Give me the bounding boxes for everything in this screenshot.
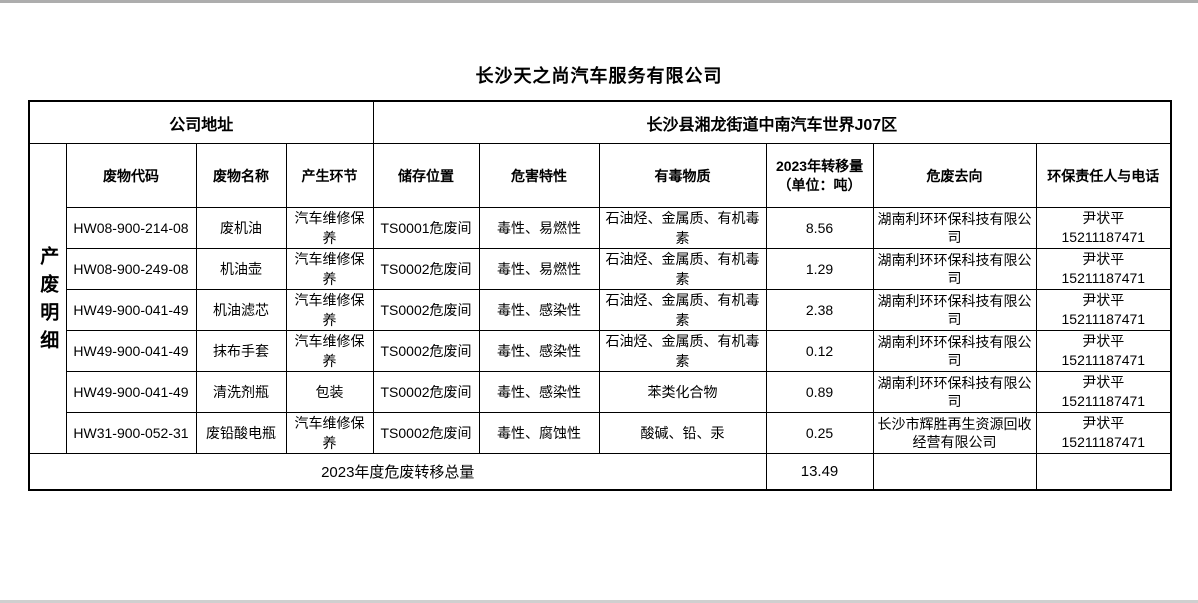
cell-stage: 汽车维修保养 xyxy=(285,248,374,290)
window-bottom-edge xyxy=(0,600,1198,603)
cell-hazard: 毒性、感染性 xyxy=(478,330,600,372)
cell-amount: 0.25 xyxy=(765,412,874,454)
cell-toxic: 石油烃、金属质、有机毒素 xyxy=(598,207,767,249)
cell-hazard: 毒性、易燃性 xyxy=(478,248,600,290)
cell-toxic: 石油烃、金属质、有机毒素 xyxy=(598,248,767,290)
col-header-storage: 储存位置 xyxy=(372,143,480,208)
cell-waste-code: HW49-900-041-49 xyxy=(65,330,197,372)
cell-storage: TS0002危废间 xyxy=(372,289,480,331)
col-header-contact: 环保责任人与电话 xyxy=(1035,143,1172,208)
contact-name: 尹状平 xyxy=(1082,210,1125,227)
cell-destination: 湖南利环环保科技有限公司 xyxy=(872,330,1037,372)
total-amount: 13.49 xyxy=(765,453,874,491)
cell-hazard: 毒性、易燃性 xyxy=(478,207,600,249)
col-header-amount: 2023年转移量 （单位：吨） xyxy=(765,143,874,208)
section-label: 产废明细 xyxy=(37,245,59,358)
cell-waste-code: HW08-900-214-08 xyxy=(65,207,197,249)
company-title: 长沙天之尚汽车服务有限公司 xyxy=(475,66,723,86)
col-header-amount-line1: 2023年转移量 xyxy=(775,157,864,174)
company-address-label: 公司地址 xyxy=(28,100,374,144)
col-header-waste-code: 废物代码 xyxy=(65,143,197,208)
col-header-toxic: 有毒物质 xyxy=(598,143,767,208)
table-row: HW08-900-249-08 机油壶 汽车维修保养 TS0002危废间 毒性、… xyxy=(29,248,1172,290)
col-header-waste-name: 废物名称 xyxy=(195,143,287,208)
cell-amount: 0.89 xyxy=(765,371,874,413)
cell-hazard: 毒性、感染性 xyxy=(478,289,600,331)
cell-waste-name: 废铅酸电瓶 xyxy=(195,412,287,454)
cell-amount: 8.56 xyxy=(765,207,874,249)
cell-amount: 2.38 xyxy=(765,289,874,331)
table-row: HW49-900-041-49 机油滤芯 汽车维修保养 TS0002危废间 毒性… xyxy=(29,289,1172,331)
window-top-edge xyxy=(0,0,1198,3)
cell-waste-name: 清洗剂瓶 xyxy=(195,371,287,413)
contact-name: 尹状平 xyxy=(1082,292,1125,309)
cell-waste-name: 机油壶 xyxy=(195,248,287,290)
total-contact-empty xyxy=(1035,453,1172,491)
cell-destination: 湖南利环环保科技有限公司 xyxy=(872,207,1037,249)
table-row: HW08-900-214-08 废机油 汽车维修保养 TS0001危废间 毒性、… xyxy=(29,207,1172,249)
cell-waste-code: HW31-900-052-31 xyxy=(65,412,197,454)
cell-waste-name: 抹布手套 xyxy=(195,330,287,372)
contact-name: 尹状平 xyxy=(1082,333,1125,350)
total-row: 2023年度危废转移总量 13.49 xyxy=(28,453,1172,491)
contact-name: 尹状平 xyxy=(1082,415,1125,432)
cell-waste-code: HW49-900-041-49 xyxy=(65,289,197,331)
cell-destination: 湖南利环环保科技有限公司 xyxy=(872,289,1037,331)
cell-toxic: 酸碱、铅、汞 xyxy=(598,412,767,454)
cell-waste-name: 机油滤芯 xyxy=(195,289,287,331)
cell-hazard: 毒性、腐蚀性 xyxy=(478,412,600,454)
cell-storage: TS0001危废间 xyxy=(372,207,480,249)
cell-destination: 长沙市辉胜再生资源回收经营有限公司 xyxy=(872,412,1037,454)
col-header-amount-line2: （单位：吨） xyxy=(777,176,862,193)
cell-hazard: 毒性、感染性 xyxy=(478,371,600,413)
waste-transfer-table: 公司地址 长沙县湘龙街道中南汽车世界J07区 产废明细 废物代码 废物名称 产生… xyxy=(28,100,1173,491)
cell-storage: TS0002危废间 xyxy=(372,371,480,413)
cell-stage: 汽车维修保养 xyxy=(285,412,374,454)
address-row: 公司地址 长沙县湘龙街道中南汽车世界J07区 xyxy=(28,100,1172,144)
cell-contact: 尹状平 15211187471 xyxy=(1035,289,1172,331)
cell-storage: TS0002危废间 xyxy=(372,412,480,454)
cell-contact: 尹状平 15211187471 xyxy=(1035,371,1172,413)
contact-phone: 15211187471 xyxy=(1061,229,1146,245)
column-header-row: 产废明细 废物代码 废物名称 产生环节 储存位置 危害特性 有毒物质 2023年… xyxy=(28,143,1172,454)
cell-stage: 汽车维修保养 xyxy=(285,207,374,249)
cell-stage: 汽车维修保养 xyxy=(285,330,374,372)
cell-toxic: 石油烃、金属质、有机毒素 xyxy=(598,330,767,372)
cell-toxic: 石油烃、金属质、有机毒素 xyxy=(598,289,767,331)
cell-contact: 尹状平 15211187471 xyxy=(1035,412,1172,454)
contact-phone: 15211187471 xyxy=(1061,311,1146,327)
cell-destination: 湖南利环环保科技有限公司 xyxy=(872,371,1037,413)
cell-waste-code: HW08-900-249-08 xyxy=(65,248,197,290)
col-header-hazard: 危害特性 xyxy=(478,143,600,208)
cell-waste-code: HW49-900-041-49 xyxy=(65,371,197,413)
contact-name: 尹状平 xyxy=(1082,374,1125,391)
col-header-destination: 危废去向 xyxy=(872,143,1037,208)
section-cell: 产废明细 xyxy=(28,143,67,454)
cell-amount: 0.12 xyxy=(765,330,874,372)
contact-name: 尹状平 xyxy=(1082,251,1125,268)
table-row: HW49-900-041-49 清洗剂瓶 包装 TS0002危废间 毒性、感染性… xyxy=(29,371,1172,413)
cell-storage: TS0002危废间 xyxy=(372,330,480,372)
total-label: 2023年度危废转移总量 xyxy=(28,453,767,491)
cell-storage: TS0002危废间 xyxy=(372,248,480,290)
contact-phone: 15211187471 xyxy=(1061,434,1146,450)
contact-phone: 15211187471 xyxy=(1061,393,1146,409)
table-row: HW49-900-041-49 抹布手套 汽车维修保养 TS0002危废间 毒性… xyxy=(29,330,1172,372)
cell-contact: 尹状平 15211187471 xyxy=(1035,207,1172,249)
cell-toxic: 苯类化合物 xyxy=(598,371,767,413)
cell-contact: 尹状平 15211187471 xyxy=(1035,248,1172,290)
table-row: HW31-900-052-31 废铅酸电瓶 汽车维修保养 TS0002危废间 毒… xyxy=(29,412,1172,454)
cell-stage: 汽车维修保养 xyxy=(285,289,374,331)
col-header-stage: 产生环节 xyxy=(285,143,374,208)
company-address-value: 长沙县湘龙街道中南汽车世界J07区 xyxy=(372,100,1172,144)
contact-phone: 15211187471 xyxy=(1061,270,1146,286)
cell-destination: 湖南利环环保科技有限公司 xyxy=(872,248,1037,290)
total-destination-empty xyxy=(872,453,1037,491)
cell-waste-name: 废机油 xyxy=(195,207,287,249)
cell-stage: 包装 xyxy=(285,371,374,413)
cell-contact: 尹状平 15211187471 xyxy=(1035,330,1172,372)
contact-phone: 15211187471 xyxy=(1061,352,1146,368)
cell-amount: 1.29 xyxy=(765,248,874,290)
